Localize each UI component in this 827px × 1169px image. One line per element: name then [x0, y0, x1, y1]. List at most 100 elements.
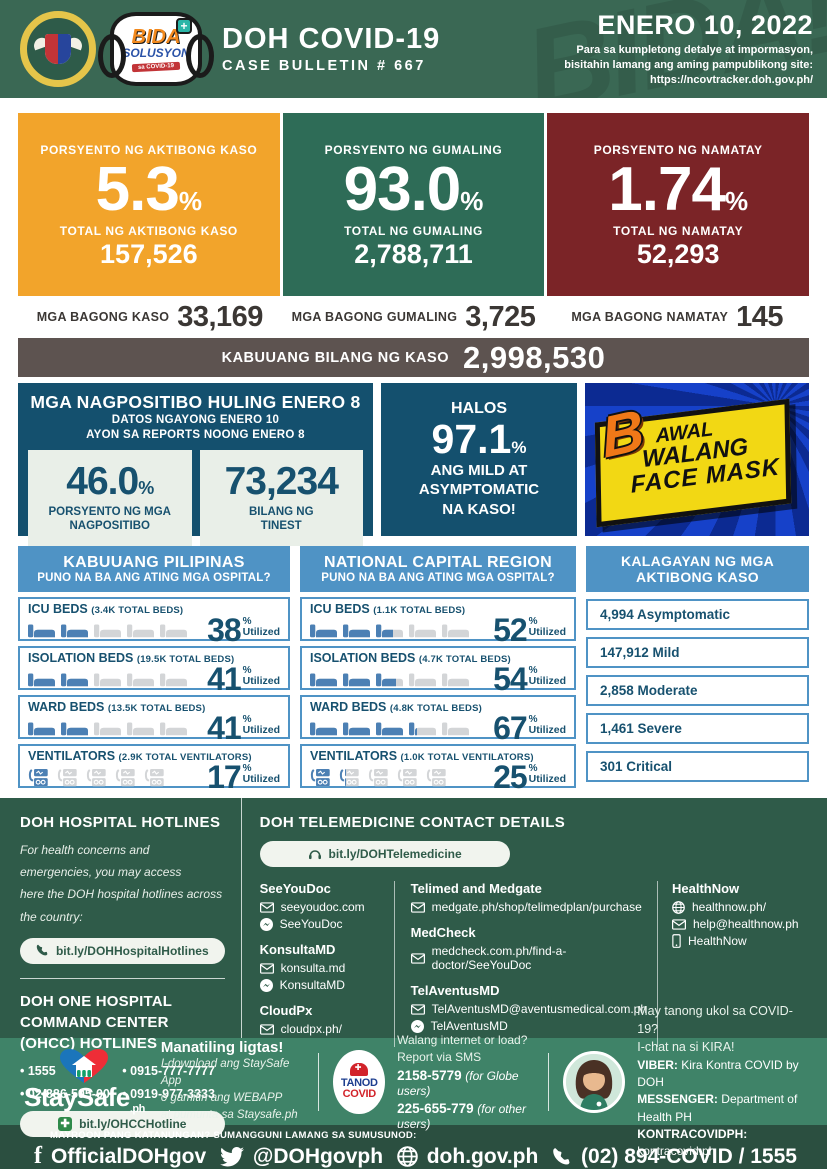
ventilator-icon — [28, 769, 51, 789]
hotline-number: 02-886-505-00 — [20, 1087, 122, 1101]
bed-icon — [94, 671, 121, 688]
bulletin-title: DOH COVID-19 — [222, 22, 441, 55]
recovered-card: PORSYENTO NG GUMALING 93.0% TOTAL NG GUM… — [282, 113, 545, 296]
active-cases-card: PORSYENTO NG AKTIBONG KASO 5.3% TOTAL NG… — [18, 113, 280, 296]
siren-icon — [350, 1063, 369, 1076]
recovered-pct: 93.0 — [343, 154, 462, 224]
cloudpx-web[interactable]: cloudpx.ph/ — [260, 1022, 380, 1036]
deaths-total: 52,293 — [636, 239, 720, 270]
messenger-icon — [411, 1020, 424, 1033]
sms-other-number: 225-655-779 (for other users) — [397, 1101, 526, 1132]
tracker-site-link[interactable]: https://ncovtracker.doh.gov.ph/ — [650, 73, 813, 86]
ventilator-icon — [57, 769, 80, 789]
tanod-covid-logo: TANOD COVID — [333, 1049, 386, 1114]
bed-icon — [127, 622, 154, 639]
telaventus-messenger[interactable]: TelAventusMD — [411, 1019, 647, 1033]
severe-count: 1,461 Severe — [586, 713, 809, 744]
bed-icon — [160, 720, 187, 737]
utilization-pct: 52 — [493, 612, 528, 648]
bed-icon — [310, 720, 337, 737]
telaventus-email[interactable]: TelAventusMD@aventusmedical.com.ph — [411, 1002, 647, 1016]
telimed-web[interactable]: medgate.ph/shop/telimedplan/purchase — [411, 900, 647, 914]
ph-ward-row: WARD BEDS (13.5K TOTAL BEDS) 41% Utilized — [18, 695, 290, 744]
website-link[interactable]: doh.gov.ph — [397, 1145, 538, 1169]
bed-icon — [409, 622, 436, 639]
telemedicine-link[interactable]: bit.ly/DOHTelemedicine — [259, 841, 510, 867]
phone-contact[interactable]: (02) 894-COVID / 1555 — [552, 1145, 797, 1169]
seeyoudoc-group: SeeYouDoc seeyoudoc.com SeeYouDoc — [259, 881, 380, 931]
face-mask-sign: B AWAL WALANG FACE MASK — [585, 383, 809, 536]
medcheck-web[interactable]: medcheck.com.ph/find-a-doctor/SeeYouDoc — [411, 944, 647, 972]
card-label: PORSYENTO NG NAMATAY — [593, 142, 763, 157]
new-recoveries: MGA BAGONG GUMALING 3,725 — [291, 300, 536, 333]
header-note-line: Para sa kumpletong detalye at impormasyo… — [576, 44, 813, 57]
moderate-count: 2,858 Moderate — [586, 675, 809, 706]
konsultamd-group: KonsultaMD konsulta.md KonsultaMD — [259, 942, 380, 992]
bed-icon — [343, 671, 370, 688]
mail-icon — [672, 919, 686, 930]
bed-icon — [343, 720, 370, 737]
total-cases-value: 2,998,530 — [462, 339, 606, 375]
bed-icon — [61, 720, 88, 737]
bed-icon — [61, 671, 88, 688]
hotline-number: 1555 — [20, 1064, 122, 1078]
total-cases-bar: KABUUANG BILANG NG KASO 2,998,530 — [18, 338, 809, 377]
facebook-handle[interactable]: f OfficialDOHgov — [34, 1143, 207, 1169]
konsultamd-messenger[interactable]: KonsultaMD — [260, 978, 380, 992]
bed-icons-fill — [28, 622, 88, 639]
ventilator-icon — [310, 769, 333, 789]
kira-viber: VIBER: Kira Kontra COVID by DOH — [637, 1057, 799, 1089]
hospital-utilization: KABUUANG PILIPINAS PUNO NA BA ANG ATING … — [0, 536, 827, 793]
active-cases-breakdown: KALAGAYAN NG MGA AKTIBONG KASO 4,994 Asy… — [586, 546, 809, 788]
bed-icon — [61, 622, 88, 639]
recovered-total: 2,788,711 — [354, 239, 473, 270]
seeyoudoc-web[interactable]: seeyoudoc.com — [260, 900, 380, 914]
hospital-hotlines-link[interactable]: bit.ly/DOHHospitalHotlines — [20, 937, 225, 964]
mild-asymptomatic-panel: HALOS 97.1% ANG MILD AT ASYMPTOMATIC NA … — [381, 383, 577, 536]
card-total-label: TOTAL NG GUMALING — [344, 224, 483, 239]
staysafe-heart-icon — [60, 1048, 109, 1083]
messenger-icon — [260, 979, 273, 992]
bed-icon — [376, 622, 393, 639]
ncr-ward-row: WARD BEDS (4.8K TOTAL BEDS) 67% Utilized — [300, 695, 576, 744]
seeyoudoc-messenger[interactable]: SeeYouDoc — [260, 917, 380, 931]
bed-icon — [409, 720, 417, 737]
footer: MAYROON PANG KATANUNGAN? SUMANGGUNI LAMA… — [0, 1125, 827, 1169]
hotlines-block: DOH HOSPITAL HOTLINES For health concern… — [0, 798, 241, 1137]
philippines-column: KABUUANG PILIPINAS PUNO NA BA ANG ATING … — [18, 546, 290, 793]
ncr-column: NATIONAL CAPITAL REGION PUNO NA BA ANG A… — [300, 546, 576, 793]
healthnow-email[interactable]: help@healthnow.ph — [672, 917, 809, 931]
kira-avatar — [563, 1050, 626, 1113]
bed-icon — [376, 671, 396, 688]
header-note-line: bisitahin lamang ang aming pampublikong … — [564, 59, 813, 72]
bed-icon — [160, 622, 187, 639]
globe-icon — [397, 1146, 418, 1167]
kira-messenger: MESSENGER: Department of Health PH — [637, 1092, 798, 1124]
ohcc-hotline-link[interactable]: ✚ bit.ly/OHCCHotline — [20, 1110, 225, 1137]
kira-kontracovid[interactable]: KONTRACOVIDPH: kontracovid.ph — [637, 1127, 748, 1159]
bed-icon — [127, 720, 154, 737]
headset-icon — [308, 848, 322, 860]
twitter-handle[interactable]: @DOHgovph — [220, 1145, 383, 1169]
mobile-icon — [672, 934, 681, 948]
ventilator-icon — [144, 769, 167, 789]
healthnow-app[interactable]: HealthNow — [672, 934, 809, 948]
telaventus-group: TelAventusMD TelAventusMD@aventusmedical… — [410, 983, 647, 1033]
new-cases: MGA BAGONG KASO 33,169 — [36, 300, 264, 333]
mail-icon — [260, 902, 274, 913]
ph-icu-row: ICU BEDS (3.4K TOTAL BEDS) 38% Utilized — [18, 597, 290, 646]
ventilator-icon — [397, 769, 420, 789]
critical-count: 301 Critical — [586, 751, 809, 782]
ventilator-icon — [339, 769, 346, 789]
bed-icon — [442, 622, 469, 639]
hotline-number: 0915-777-7777 — [122, 1064, 224, 1078]
bed-icon — [442, 671, 469, 688]
messenger-icon — [260, 918, 273, 931]
globe-icon — [672, 901, 685, 914]
utilization-pct: 41 — [207, 710, 242, 746]
healthnow-web[interactable]: healthnow.ph/ — [672, 900, 809, 914]
ventilator-icon — [368, 769, 391, 789]
utilization-pct: 38 — [207, 612, 242, 648]
konsultamd-web[interactable]: konsulta.md — [260, 961, 380, 975]
